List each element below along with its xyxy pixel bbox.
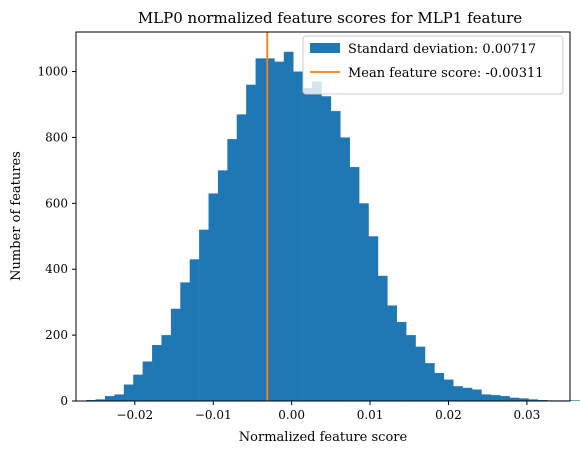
x-axis-label: Normalized feature score [239,430,408,445]
y-tick-label: 0 [60,394,68,408]
histogram-bar [566,400,576,401]
histogram-bar [406,335,416,401]
histogram-bar [321,96,332,401]
legend-swatch-std [310,43,340,53]
histogram-bar [424,363,435,401]
histogram-bar [255,58,266,402]
x-tick-label: 0.02 [435,408,462,422]
histogram-bar [264,58,275,402]
x-tick-label: 0.01 [357,408,384,422]
histogram-bar [105,396,115,401]
histogram-bar [152,344,162,401]
histogram-bar [528,399,539,401]
x-tick-label: −0.02 [116,408,153,422]
histogram-bar [246,84,256,402]
x-tick-label: −0.01 [195,408,232,422]
histogram-bar [236,114,247,402]
histogram-bar [302,88,313,401]
y-tick-label: 600 [45,196,68,210]
histogram-bar [575,400,580,401]
x-axis-ticks: −0.02 −0.01 0.00 0.01 0.02 0.03 [116,401,540,422]
y-tick-label: 800 [45,130,68,144]
y-axis-ticks: 0 200 400 600 800 1000 [37,65,76,408]
histogram-bar [133,374,143,401]
y-axis-label: Number of features [9,151,24,281]
legend-label-mean: Mean feature score: -0.00311 [348,66,544,81]
histogram-bar [377,275,388,401]
histogram-bar [227,139,238,401]
legend: Standard deviation: 0.00717 Mean feature… [302,35,564,95]
histogram-bar [349,167,360,401]
histogram-bar [283,51,294,402]
x-tick-label: 0.00 [278,408,305,422]
histogram-bar [161,335,172,401]
histogram-bar [462,387,473,401]
histogram-bars [86,51,580,402]
histogram-bar [274,61,285,402]
legend-frame [302,35,564,95]
histogram-bar [199,229,209,401]
histogram-bar [208,193,219,401]
histogram-bar [490,395,501,401]
histogram-bar [189,259,200,401]
chart-title: MLP0 normalized feature scores for MLP1 … [138,9,522,27]
legend-label-std: Standard deviation: 0.00717 [348,42,536,57]
histogram-bar [180,282,190,401]
histogram-bar [481,394,492,401]
histogram-bar [170,308,181,401]
histogram-bar [509,397,520,401]
histogram-bar [312,81,322,402]
plot-frame [75,31,571,402]
histogram-bar [415,346,426,401]
histogram-bar [217,170,228,402]
histogram-bar [95,399,106,401]
histogram-bar [359,203,369,401]
histogram-bar [434,373,445,401]
histogram-bar [293,71,303,401]
histogram-bar [142,361,153,401]
y-tick-label: 1000 [37,65,68,79]
histogram-bar [500,396,510,401]
y-tick-label: 200 [45,328,68,342]
histogram-bar [123,384,134,401]
y-tick-label: 400 [45,262,68,276]
histogram-bar [330,111,341,401]
histogram-bar [471,389,482,401]
histogram-bar [453,386,463,401]
histogram-bar [396,321,407,401]
histogram-bar [443,379,454,401]
histogram-bar [519,398,529,401]
histogram-bar [114,394,125,401]
histogram-bar [387,305,398,401]
x-tick-label: 0.03 [514,408,541,422]
histogram-bar [340,137,350,401]
histogram-bar [368,236,379,401]
